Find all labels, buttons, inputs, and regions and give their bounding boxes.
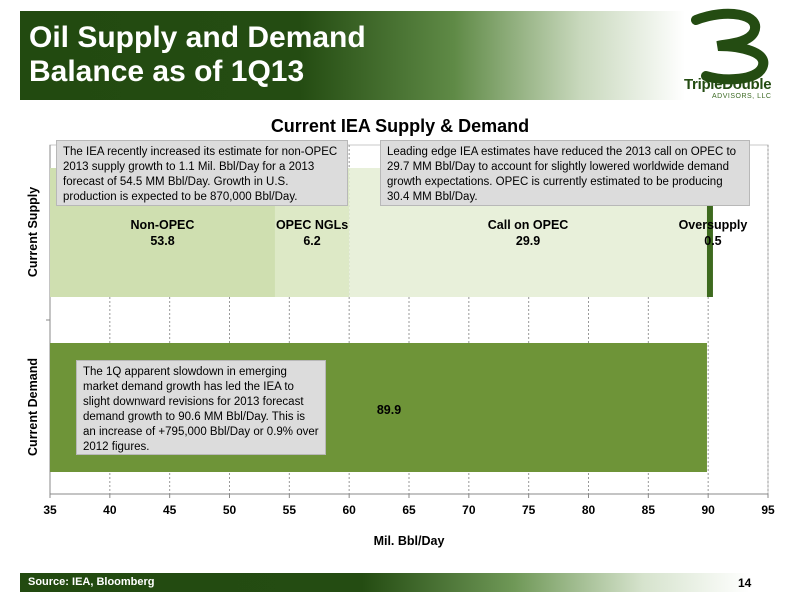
- non-opec-data-label: 53.8: [150, 234, 174, 248]
- oversupply-bar: [706, 168, 713, 297]
- title-banner: [20, 11, 720, 100]
- x-tick-label: 75: [522, 503, 536, 517]
- x-tick-label: 80: [582, 503, 596, 517]
- x-tick-label: 65: [402, 503, 416, 517]
- company-logo-icon: [691, 8, 769, 85]
- supply-callout-right: Leading edge IEA estimates have reduced …: [380, 140, 750, 206]
- x-tick-label: 60: [342, 503, 356, 517]
- x-tick-label: 45: [163, 503, 177, 517]
- x-tick-label: 50: [223, 503, 237, 517]
- x-tick-label: 85: [642, 503, 656, 517]
- category-label-supply: Current Supply: [26, 187, 40, 277]
- opec-ngls-series-label: OPEC NGLs: [276, 218, 348, 232]
- logo-subtitle: ADVISORS, LLC: [712, 93, 772, 100]
- footer-banner: [20, 573, 780, 592]
- title-line-2: Balance as of 1Q13: [29, 55, 305, 88]
- demand-data-label: 89.9: [377, 403, 401, 417]
- title-line-1: Oil Supply and Demand: [29, 21, 366, 54]
- x-axis-title: Mil. Bbl/Day: [374, 534, 445, 548]
- chart-title: Current IEA Supply & Demand: [270, 116, 530, 136]
- category-label-demand: Current Demand: [26, 358, 40, 456]
- x-tick-label: 40: [103, 503, 117, 517]
- non-opec-series-label: Non-OPEC: [131, 218, 195, 232]
- logo-name: TripleDouble: [684, 76, 772, 93]
- call-on-opec-series-label: Call on OPEC: [488, 218, 569, 232]
- x-tick-label: 70: [462, 503, 476, 517]
- x-tick-label: 95: [761, 503, 775, 517]
- x-tick-label: 90: [701, 503, 715, 517]
- page-title: Oil Supply and Demand Balance as of 1Q13: [29, 21, 366, 89]
- opec-ngls-data-label: 6.2: [303, 234, 320, 248]
- page-number: 14: [738, 576, 752, 590]
- supply-callout-left: The IEA recently increased its estimate …: [56, 140, 348, 206]
- oversupply-data-label: 0.5: [704, 234, 721, 248]
- oversupply-series-label: Oversupply: [679, 218, 748, 232]
- demand-callout: The 1Q apparent slowdown in emerging mar…: [76, 360, 326, 455]
- x-tick-label: 55: [283, 503, 297, 517]
- source-note: Source: IEA, Bloomberg: [28, 576, 155, 588]
- call-on-opec-data-label: 29.9: [516, 234, 540, 248]
- x-tick-label: 35: [43, 503, 57, 517]
